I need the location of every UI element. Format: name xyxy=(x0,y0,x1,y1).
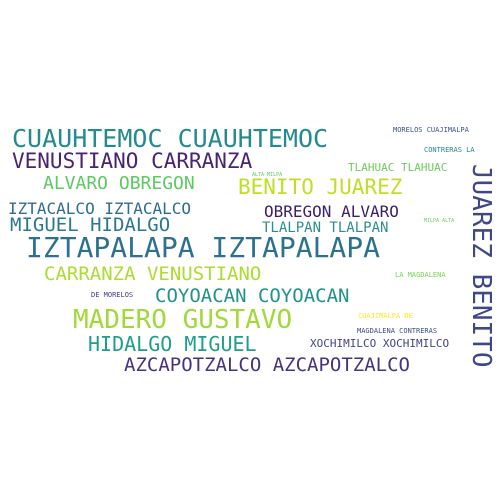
word-milpa-alta: MILPA ALTA xyxy=(424,218,455,224)
word-juarez-benito: JUAREZ BENITO xyxy=(466,164,496,368)
word-alta-milpa: ALTA MILPA xyxy=(252,172,283,178)
word-la-magdalena: LA MAGDALENA xyxy=(395,271,446,279)
word-azcapotzalco-azcapotzalco: AZCAPOTZALCO AZCAPOTZALCO xyxy=(124,354,410,376)
word-cuauhtemoc-cuauhtemoc: CUAUHTEMOC CUAUHTEMOC xyxy=(12,124,329,153)
word-xochimilco-xochimilco: XOCHIMILCO XOCHIMILCO xyxy=(310,337,450,350)
word-de-morelos: DE MORELOS xyxy=(91,291,134,299)
word-miguel-hidalgo: MIGUEL HIDALGO xyxy=(10,214,171,236)
word-magdalena-contreras: MAGDALENA CONTRERAS xyxy=(357,327,438,335)
word-obregon-alvaro: OBREGON ALVARO xyxy=(264,202,399,221)
word-tlahuac-tlahuac: TLAHUAC TLAHUAC xyxy=(348,161,448,174)
word-iztapalapa-iztapalapa: IZTAPALAPA IZTAPALAPA xyxy=(26,231,381,264)
word-carranza-venustiano: CARRANZA VENUSTIANO xyxy=(44,263,262,285)
word-coyoacan-coyoacan: COYOACAN COYOACAN xyxy=(155,285,350,307)
word-morelos-cuajimalpa: MORELOS CUAJIMALPA xyxy=(393,126,469,134)
word-venustiano-carranza: VENUSTIANO CARRANZA xyxy=(12,149,253,173)
word-tlalpan-tlalpan: TLALPAN TLALPAN xyxy=(262,220,389,236)
word-benito-juarez: BENITO JUAREZ xyxy=(238,175,403,199)
word-cuajimalpa-de: CUAJIMALPA DE xyxy=(358,312,413,320)
word-madero-gustavo: MADERO GUSTAVO xyxy=(73,305,293,335)
word-alvaro-obregon: ALVARO OBREGON xyxy=(43,173,195,194)
word-hidalgo-miguel: HIDALGO MIGUEL xyxy=(88,332,257,356)
word-contreras-la: CONTRERAS LA xyxy=(424,146,475,154)
word-iztacalco-iztacalco: IZTACALCO IZTACALCO xyxy=(8,199,192,218)
